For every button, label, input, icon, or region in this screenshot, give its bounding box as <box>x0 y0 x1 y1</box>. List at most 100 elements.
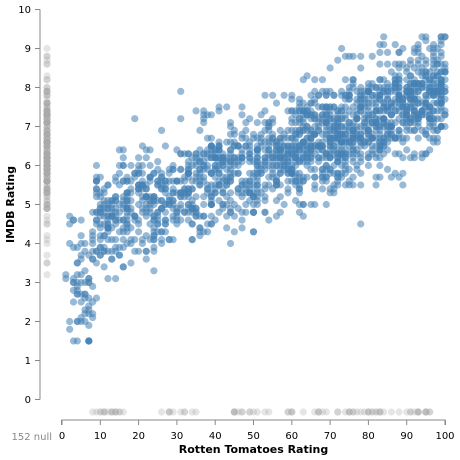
null-y-point <box>426 408 434 416</box>
null-x-point <box>43 138 51 146</box>
null-x-point <box>43 146 51 154</box>
data-point <box>249 134 258 142</box>
data-point <box>207 220 215 228</box>
null-x-point <box>43 76 51 84</box>
null-x-point <box>43 83 51 92</box>
data-point <box>303 142 311 150</box>
data-point <box>360 138 369 146</box>
data-point <box>131 236 139 244</box>
data-point <box>399 138 407 146</box>
null-x-point <box>43 115 51 123</box>
null-y-point <box>112 408 120 416</box>
data-point <box>238 193 246 201</box>
null-x-point <box>43 142 51 150</box>
data-point <box>108 236 116 244</box>
x-tick-label: 70 <box>324 431 337 442</box>
data-point <box>92 185 101 193</box>
null-x-point <box>43 271 51 279</box>
null-x-point <box>43 111 51 119</box>
null-y-point <box>100 408 108 416</box>
data-point <box>418 107 426 115</box>
null-y-point <box>422 408 430 416</box>
data-point <box>403 146 411 154</box>
null-x-point <box>43 169 51 177</box>
data-point <box>292 111 300 119</box>
null-x-point <box>43 161 51 170</box>
data-point <box>85 278 93 287</box>
null-x-point <box>43 138 51 146</box>
null-x-point <box>43 150 51 158</box>
data-point <box>357 220 365 228</box>
data-point <box>272 212 281 220</box>
null-x-point <box>43 150 51 158</box>
data-point <box>376 130 384 138</box>
null-x-point <box>43 239 51 248</box>
data-point <box>226 197 235 205</box>
null-x-point <box>43 177 51 185</box>
data-point <box>429 91 438 99</box>
data-point <box>399 154 407 162</box>
data-point <box>261 208 269 216</box>
data-point <box>73 317 81 326</box>
null-x-point <box>43 154 51 162</box>
null-x-point <box>43 251 51 259</box>
data-point <box>326 142 334 150</box>
data-point <box>249 228 258 236</box>
null-x-point <box>43 134 51 142</box>
null-y-point <box>414 408 422 416</box>
data-point <box>92 161 101 170</box>
data-point <box>223 103 231 111</box>
data-point <box>391 169 399 177</box>
null-x-point <box>43 134 51 142</box>
x-tick-label: 50 <box>247 431 260 442</box>
y-tick-label: 8 <box>25 83 31 94</box>
null-y-point <box>345 408 353 416</box>
null-x-point <box>43 87 51 95</box>
null-y-point <box>387 408 395 416</box>
null-x-point <box>43 126 51 134</box>
null-y-point <box>422 408 430 416</box>
data-point <box>123 200 131 209</box>
null-x-point <box>43 126 51 134</box>
data-point <box>272 181 281 189</box>
null-x-point <box>43 193 51 201</box>
data-point <box>207 200 215 209</box>
data-point <box>441 76 449 84</box>
data-point <box>257 130 265 138</box>
data-point <box>318 146 327 154</box>
null-x-point <box>43 154 51 162</box>
null-x-point <box>43 161 51 170</box>
null-x-point <box>43 158 51 166</box>
data-point <box>422 68 430 76</box>
null-x-point <box>43 122 51 131</box>
data-point <box>115 216 124 224</box>
data-point <box>322 126 330 134</box>
x-tick-label: 30 <box>171 431 184 442</box>
null-y-point <box>96 408 104 416</box>
data-point <box>230 142 238 150</box>
data-point <box>215 181 223 189</box>
null-x-point <box>43 158 51 166</box>
data-point <box>307 91 315 99</box>
data-point <box>380 33 388 41</box>
data-point <box>345 165 353 173</box>
null-y-point <box>353 408 361 416</box>
null-y-point <box>360 408 369 416</box>
null-x-point <box>43 161 51 170</box>
null-x-point <box>43 177 51 185</box>
null-y-point <box>380 408 388 416</box>
data-point <box>242 134 250 142</box>
x-tick-label: 40 <box>209 431 222 442</box>
null-x-point <box>43 154 51 162</box>
null-x-point <box>43 212 51 220</box>
null-y-point <box>364 408 372 416</box>
null-y-point <box>180 408 189 416</box>
data-point <box>341 115 350 123</box>
null-y-point <box>410 408 418 416</box>
null-x-point <box>43 169 51 177</box>
null-y-point <box>246 408 254 416</box>
data-point <box>230 130 238 138</box>
data-point <box>311 173 319 181</box>
null-x-point <box>43 87 51 95</box>
data-point <box>341 122 350 131</box>
